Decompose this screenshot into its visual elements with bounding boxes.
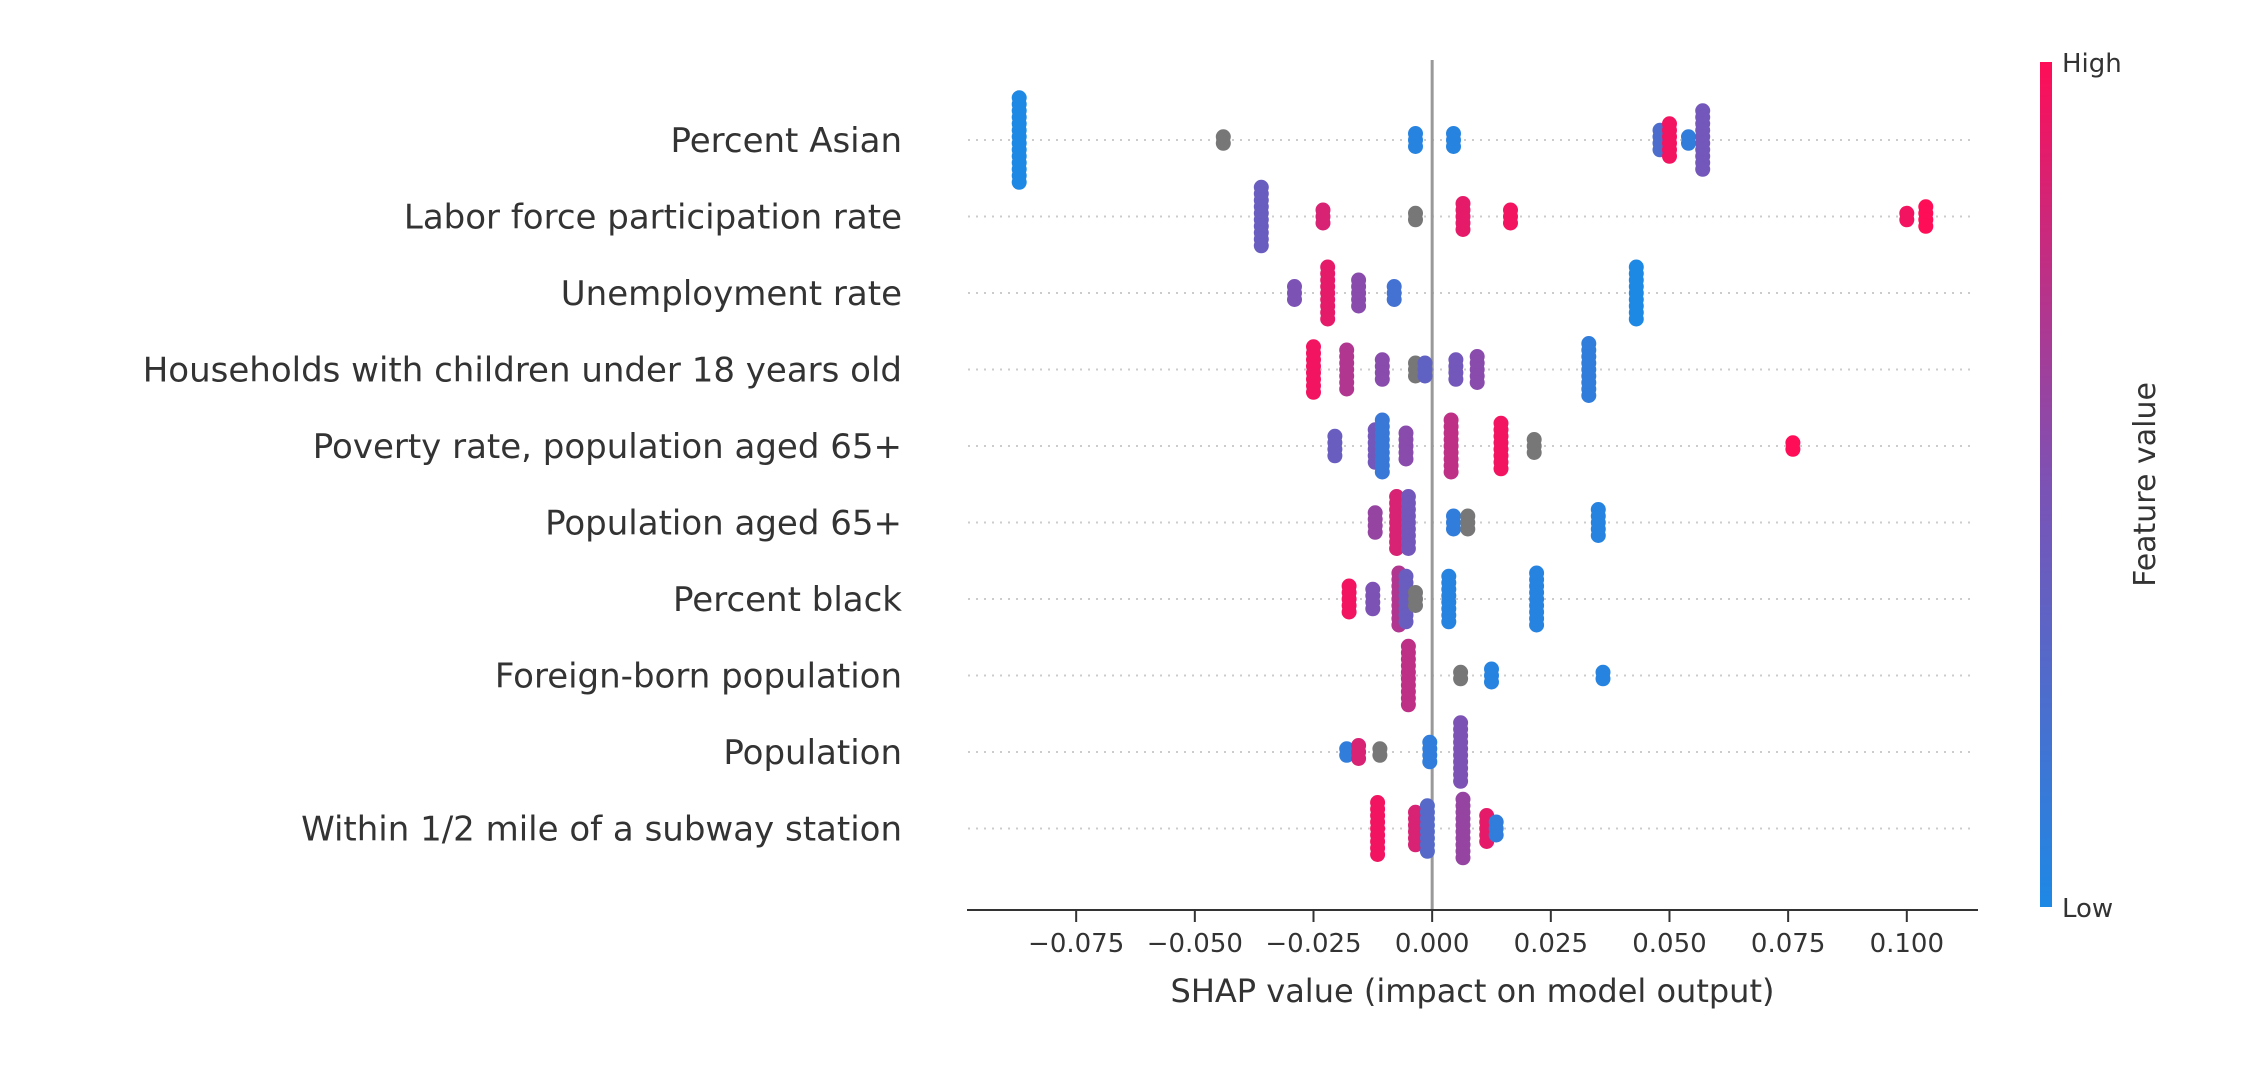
- data-point: [1351, 298, 1367, 314]
- feature-label: Percent black: [673, 580, 902, 620]
- data-point: [1339, 381, 1355, 397]
- data-point: [1899, 212, 1915, 228]
- feature-label: Unemployment rate: [561, 274, 902, 314]
- data-point: [1215, 135, 1231, 151]
- data-point: [1448, 371, 1464, 387]
- feature-label: Households with children under 18 years …: [143, 351, 902, 391]
- data-point: [1386, 292, 1402, 307]
- data-point: [1529, 617, 1545, 633]
- data-point: [1417, 368, 1433, 384]
- data-point: [1503, 215, 1518, 231]
- feature-labels: Percent Asian Labor force participation r…: [143, 121, 903, 850]
- data-point: [1590, 528, 1606, 543]
- x-tick-label: 0.100: [1870, 929, 1944, 959]
- data-point: [1011, 174, 1027, 190]
- x-axis: −0.075 −0.050 −0.025 0.000 0.025 0.050 0.075 0.…: [967, 909, 1978, 1010]
- data-point: [1422, 754, 1438, 770]
- row-guides: [968, 139, 1975, 830]
- data-point: [1419, 843, 1435, 859]
- data-point: [1484, 674, 1499, 690]
- data-point: [1374, 464, 1390, 480]
- data-point: [1253, 238, 1269, 254]
- data-point: [1306, 384, 1321, 400]
- data-point: [1455, 222, 1471, 237]
- data-point: [1918, 218, 1934, 234]
- data-point: [1287, 292, 1302, 307]
- x-tick-label: −0.025: [1265, 929, 1361, 959]
- feature-label: Within 1/2 mile of a subway station: [301, 810, 902, 850]
- data-point: [1408, 837, 1423, 853]
- data-point: [1695, 161, 1711, 177]
- data-point: [1469, 375, 1485, 390]
- data-point: [1351, 751, 1367, 766]
- data-point: [1581, 388, 1597, 403]
- x-tick-label: 0.000: [1395, 929, 1469, 959]
- feature-label: Labor force participation rate: [404, 198, 902, 238]
- data-point: [1443, 464, 1459, 480]
- data-point: [1453, 671, 1469, 687]
- x-axis-label: SHAP value (impact on model output): [1171, 972, 1775, 1010]
- feature-label: Population aged 65+: [545, 504, 902, 544]
- data-point: [1365, 601, 1381, 617]
- scatter-marks: [1011, 90, 1934, 866]
- data-point: [1320, 311, 1336, 327]
- data-point: [1628, 311, 1644, 327]
- data-point: [1398, 451, 1414, 467]
- data-point: [1374, 371, 1390, 387]
- colorbar-gradient: [2040, 62, 2052, 907]
- data-point: [1785, 441, 1801, 457]
- data-point: [1662, 148, 1677, 164]
- data-point: [1681, 135, 1696, 151]
- x-tick-label: 0.075: [1751, 929, 1825, 959]
- data-point: [1446, 521, 1461, 537]
- data-point: [1389, 541, 1405, 556]
- x-tick-label: 0.050: [1632, 929, 1706, 959]
- colorbar-high-label: High: [2062, 49, 2122, 79]
- data-point: [1315, 215, 1331, 231]
- colorbar-title: Feature value: [2128, 382, 2163, 587]
- data-point: [1367, 524, 1383, 540]
- data-point: [1408, 212, 1423, 228]
- feature-label: Percent Asian: [670, 121, 902, 161]
- x-tick-label: −0.050: [1147, 929, 1243, 959]
- data-point: [1488, 827, 1504, 843]
- data-point: [1398, 614, 1414, 630]
- colorbar: High Low Feature value: [2040, 49, 2163, 924]
- data-point: [1441, 614, 1457, 630]
- data-point: [1408, 598, 1423, 613]
- data-point: [1339, 747, 1355, 763]
- data-point: [1408, 139, 1423, 154]
- data-point: [1327, 448, 1343, 464]
- feature-label: Foreign-born population: [495, 657, 902, 697]
- data-point: [1526, 445, 1542, 460]
- x-ticks: −0.075 −0.050 −0.025 0.000 0.025 0.050 0.075 0.…: [1028, 910, 1944, 959]
- data-point: [1446, 139, 1461, 154]
- x-tick-label: 0.025: [1514, 929, 1588, 959]
- data-point: [1370, 847, 1386, 862]
- data-point: [1455, 850, 1471, 866]
- feature-label: Population: [723, 733, 902, 773]
- data-point: [1400, 697, 1416, 713]
- data-point: [1372, 747, 1388, 763]
- data-point: [1400, 541, 1416, 556]
- data-point: [1453, 773, 1469, 789]
- data-point: [1341, 604, 1357, 620]
- data-point: [1595, 671, 1611, 687]
- data-point: [1460, 521, 1476, 537]
- feature-label: Poverty rate, population aged 65+: [313, 427, 902, 467]
- data-point: [1493, 461, 1509, 477]
- colorbar-low-label: Low: [2062, 894, 2113, 924]
- x-tick-label: −0.075: [1028, 929, 1124, 959]
